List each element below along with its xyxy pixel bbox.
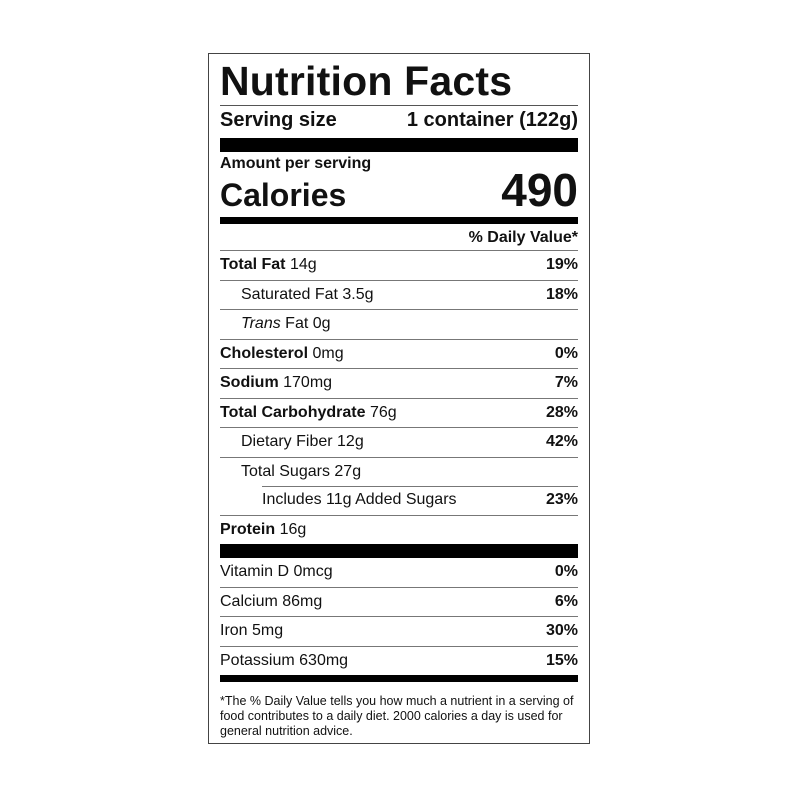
vitamin-row-calcium: Calcium 86mg 6% <box>220 586 578 617</box>
nutrient-row-added-sugars: Includes 11g Added Sugars 23% <box>220 486 578 515</box>
nutrient-amount: 170mg <box>283 374 333 391</box>
nutrient-amount: 16g <box>279 520 307 538</box>
nutrient-dv: 0% <box>554 344 578 362</box>
nutrient-dv: 23% <box>545 491 578 508</box>
medium-divider <box>220 217 578 224</box>
vitamin-name: Iron <box>220 622 248 639</box>
calories-value: 490 <box>501 164 578 216</box>
vitamin-amount: 86mg <box>282 592 323 610</box>
nutrient-row-total-fat: Total Fat 14g 19% <box>220 250 578 280</box>
vitamin-amount: 630mg <box>299 651 349 669</box>
nutrient-amount: 14g <box>289 256 317 273</box>
medium-divider <box>220 675 578 682</box>
nutrient-row-trans-fat: Trans Fat 0g <box>220 309 578 339</box>
nutrient-name-rest: Fat <box>285 315 309 332</box>
nutrient-dv: 42% <box>545 433 578 450</box>
nutrient-amount: 0mg <box>312 344 344 362</box>
nutrient-amount: 3.5g <box>342 285 374 303</box>
vitamin-amount: 5mg <box>252 622 284 639</box>
nutrient-name: Total Sugars <box>241 462 330 480</box>
calories-row: Calories 490 <box>220 167 578 213</box>
nutrient-name: Dietary Fiber <box>241 433 333 450</box>
thick-divider <box>220 138 578 152</box>
nutrient-row-cholesterol: Cholesterol 0mg 0% <box>220 338 578 369</box>
serving-size-label: Serving size <box>220 109 337 131</box>
footnote: *The % Daily Value tells you how much a … <box>220 694 574 738</box>
nutrient-name: Saturated Fat <box>241 285 338 303</box>
nutrient-row-saturated-fat: Saturated Fat 3.5g 18% <box>220 279 578 310</box>
nutrition-facts-label: Nutrition Facts Serving size 1 container… <box>208 53 590 744</box>
amount-per-serving: Amount per serving <box>220 155 372 172</box>
nutrient-row-protein: Protein 16g <box>220 514 578 545</box>
vitamin-row-potassium: Potassium 630mg 15% <box>220 645 578 676</box>
nutrient-row-sodium: Sodium 170mg 7% <box>220 368 578 398</box>
nutrient-name: Sodium <box>220 374 279 391</box>
nutrient-name: Cholesterol <box>220 344 309 362</box>
vitamin-name: Calcium <box>220 592 278 610</box>
serving-size-row: Serving size 1 container (122g) <box>220 106 578 134</box>
vitamin-dv: 6% <box>554 592 578 610</box>
vitamin-name: Potassium <box>220 651 295 669</box>
nutrient-dv: 28% <box>545 403 578 421</box>
thick-divider <box>220 544 578 558</box>
nutrient-name: Trans <box>241 315 281 332</box>
label-title: Nutrition Facts <box>220 58 513 104</box>
serving-size-value: 1 container (122g) <box>406 109 578 131</box>
vitamin-amount: 0mcg <box>293 563 333 580</box>
nutrient-dv: 19% <box>545 256 578 273</box>
nutrient-row-total-carbohydrate: Total Carbohydrate 76g 28% <box>220 397 578 428</box>
nutrient-amount: 0g <box>312 315 331 332</box>
nutrient-amount: 76g <box>369 403 397 421</box>
vitamin-dv: 30% <box>545 622 578 639</box>
vitamin-name: Vitamin D <box>220 563 290 580</box>
nutrient-dv: 7% <box>554 374 578 391</box>
nutrient-amount: 12g <box>337 433 364 450</box>
indented-divider <box>262 486 578 487</box>
divider <box>220 105 578 106</box>
nutrient-name: Includes 11g Added Sugars <box>262 491 457 508</box>
nutrient-row-dietary-fiber: Dietary Fiber 12g 42% <box>220 427 578 457</box>
vitamin-dv: 15% <box>545 651 578 669</box>
nutrient-name: Total Carbohydrate <box>220 403 366 421</box>
nutrient-name: Protein <box>220 520 276 538</box>
nutrient-row-total-sugars: Total Sugars 27g <box>220 456 578 487</box>
vitamin-row-iron: Iron 5mg 30% <box>220 616 578 646</box>
nutrient-amount: 27g <box>334 462 362 480</box>
nutrient-name: Total Fat <box>220 256 286 273</box>
vitamin-dv: 0% <box>554 563 578 580</box>
nutrient-dv: 18% <box>545 285 578 303</box>
daily-value-header: % Daily Value* <box>468 229 578 246</box>
calories-label: Calories <box>220 177 347 213</box>
vitamin-row-vitamin-d: Vitamin D 0mcg 0% <box>220 558 578 587</box>
